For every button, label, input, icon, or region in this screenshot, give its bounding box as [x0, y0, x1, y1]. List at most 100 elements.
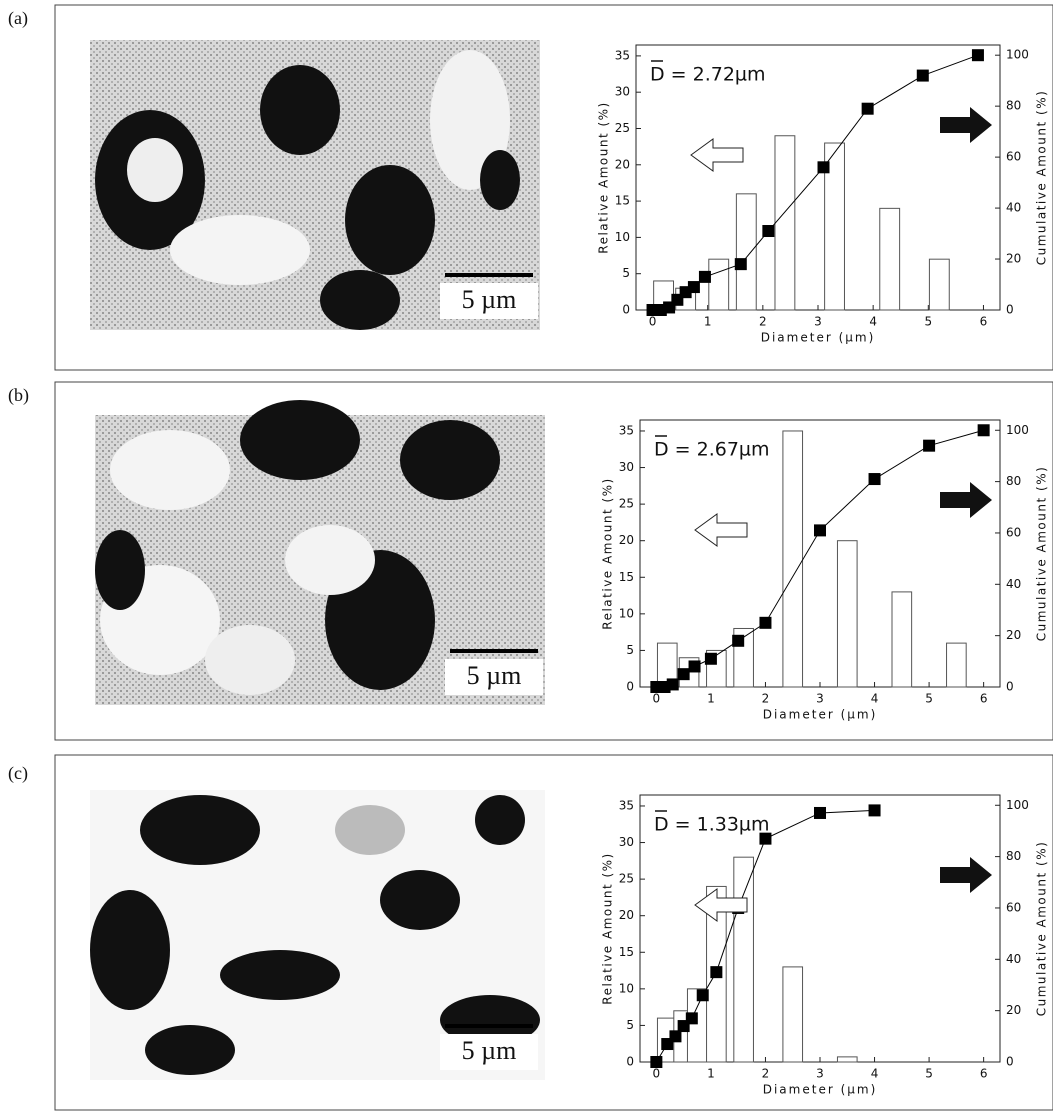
y-tick-label: 0: [622, 303, 630, 317]
y-tick-label: 30: [619, 460, 634, 474]
x-tick-label: 2: [762, 692, 770, 706]
bar: [735, 193, 757, 311]
cumulative-marker: [868, 473, 881, 486]
x-tick-label: 0: [653, 1067, 661, 1081]
x-tick-label: 1: [707, 1067, 715, 1081]
y2-tick-label: 0: [1006, 680, 1014, 694]
y-axis-label: Relative Amount (%): [601, 477, 615, 629]
y2-tick-label: 100: [1006, 798, 1029, 812]
y2-tick-label: 20: [1006, 252, 1021, 266]
y-tick-label: 25: [619, 497, 634, 511]
y-tick-label: 25: [619, 872, 634, 886]
bar: [782, 966, 804, 1063]
cumulative-marker: [971, 49, 984, 62]
cumulative-marker: [685, 1012, 698, 1025]
sem-image: [90, 40, 540, 330]
y-tick-label: 10: [619, 981, 634, 995]
y-tick-label: 20: [615, 157, 630, 171]
cumulative-marker: [696, 989, 709, 1002]
y2-tick-label: 40: [1006, 577, 1021, 591]
x-tick-label: 3: [814, 315, 822, 329]
y2-axis-label: Cumulative Amount (%): [1035, 466, 1049, 642]
cumulative-marker: [861, 102, 874, 115]
y-tick-label: 20: [619, 533, 634, 547]
x-tick-label: 0: [653, 692, 661, 706]
y-tick-label: 5: [622, 266, 630, 280]
panel-label: (c): [8, 763, 28, 784]
x-tick-label: 6: [980, 1067, 988, 1081]
cumulative-marker: [814, 524, 826, 537]
cumulative-marker: [734, 258, 747, 271]
cumulative-marker: [704, 652, 717, 665]
scale-bar-label: 5 µm: [462, 1036, 517, 1065]
y-tick-label: 35: [615, 48, 630, 62]
y-tick-label: 30: [619, 835, 634, 849]
x-tick-label: 1: [707, 692, 715, 706]
panel-frame: [54, 4, 1053, 371]
cumulative-marker: [762, 225, 775, 238]
y2-tick-label: 60: [1006, 900, 1021, 914]
left-arrow: [694, 513, 748, 547]
y2-tick-label: 80: [1006, 99, 1021, 113]
bar: [879, 207, 901, 311]
x-tick-label: 4: [869, 315, 877, 329]
x-tick-label: 3: [816, 692, 824, 706]
mean-diameter-annotation: D = 1.33µm: [654, 814, 770, 836]
cumulative-line: [656, 429, 984, 688]
mean-diameter-annotation: D = 2.67µm: [654, 439, 770, 461]
right-arrow: [940, 482, 992, 518]
bar: [891, 591, 913, 688]
x-tick-label: 2: [762, 1067, 770, 1081]
x-tick-label: 5: [924, 315, 932, 329]
y-tick-label: 30: [615, 85, 630, 99]
cumulative-marker: [732, 634, 745, 647]
panel-label: (a): [8, 8, 28, 29]
x-tick-label: 4: [871, 692, 879, 706]
bar: [824, 142, 845, 311]
x-axis-label: Diameter (µm): [763, 708, 878, 722]
panel-frame: [54, 754, 1053, 1111]
bar: [946, 642, 967, 688]
bar: [836, 1056, 858, 1063]
cumulative-marker: [698, 270, 711, 283]
y-tick-label: 5: [626, 1018, 634, 1032]
bar: [782, 430, 804, 688]
y2-tick-label: 100: [1006, 48, 1029, 62]
y-tick-label: 10: [619, 606, 634, 620]
y2-axis-label: Cumulative Amount (%): [1035, 90, 1049, 266]
y2-tick-label: 0: [1006, 303, 1014, 317]
y-tick-label: 15: [615, 194, 630, 208]
y2-tick-label: 80: [1006, 474, 1021, 488]
x-tick-label: 5: [925, 1067, 933, 1081]
x-axis-label: Diameter (µm): [761, 331, 876, 345]
cumulative-marker: [650, 1056, 663, 1068]
y-tick-label: 0: [626, 1055, 634, 1069]
x-tick-label: 4: [871, 1067, 879, 1081]
scale-bar-label: 5 µm: [467, 661, 522, 690]
scale-bar-bg: [440, 283, 538, 319]
cumulative-marker: [759, 832, 772, 845]
y-tick-label: 15: [619, 570, 634, 584]
x-tick-label: 1: [704, 315, 712, 329]
bar: [774, 135, 796, 311]
scale-bar-label: 5 µm: [462, 285, 517, 314]
cumulative-marker: [688, 660, 701, 673]
y2-tick-label: 80: [1006, 849, 1021, 863]
y-axis-label: Relative Amount (%): [597, 101, 611, 253]
y-axis-label: Relative Amount (%): [601, 852, 615, 1004]
x-tick-label: 3: [816, 1067, 824, 1081]
y-tick-label: 20: [619, 908, 634, 922]
bar: [836, 540, 858, 688]
x-tick-label: 5: [925, 692, 933, 706]
x-tick-label: 2: [759, 315, 767, 329]
y2-tick-label: 40: [1006, 952, 1021, 966]
x-tick-label: 0: [649, 315, 657, 329]
y2-tick-label: 20: [1006, 1003, 1021, 1017]
cumulative-marker: [669, 1030, 682, 1043]
panel-frame: [54, 381, 1053, 741]
bar: [733, 856, 754, 1063]
scale-bar-bg: [440, 1034, 538, 1070]
scale-bar-bg: [445, 659, 543, 695]
left-arrow: [694, 888, 748, 922]
